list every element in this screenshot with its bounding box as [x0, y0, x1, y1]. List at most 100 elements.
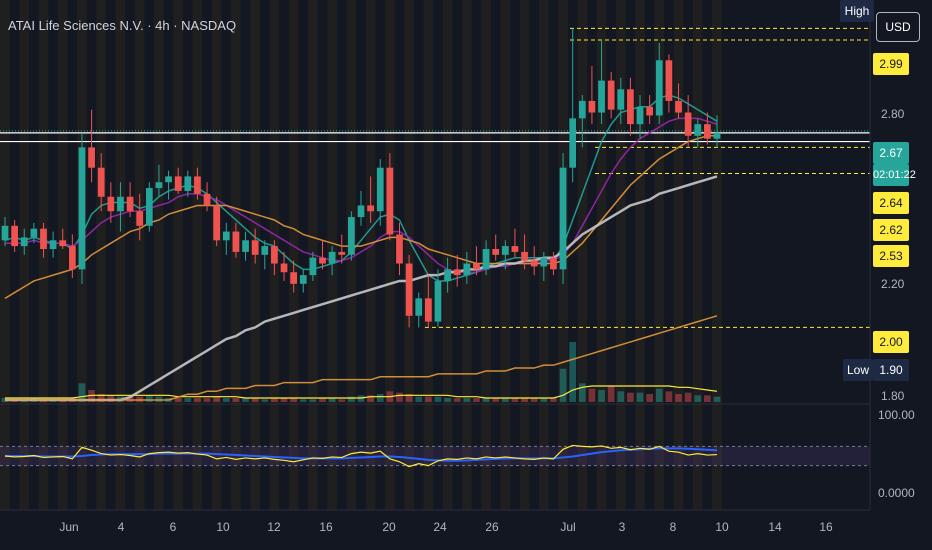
- candle-body: [261, 246, 269, 255]
- volume-bar: [578, 383, 586, 402]
- chart-title: ATAI Life Sciences N.V. · 4h · NASDAQ: [8, 18, 237, 33]
- volume-bar: [569, 342, 577, 402]
- candle-body: [30, 228, 38, 238]
- session-stripe: [712, 0, 722, 510]
- volume-bar: [78, 383, 86, 402]
- rsi-ma-line: [5, 447, 718, 462]
- session-stripe: [635, 0, 645, 510]
- candle-body: [396, 234, 403, 264]
- time-tick: 26: [485, 520, 499, 534]
- volume-bar: [309, 399, 317, 402]
- candle-body: [107, 196, 115, 212]
- price-tick: 2.80: [881, 107, 905, 121]
- volume-bar: [501, 398, 509, 402]
- candle-body: [607, 80, 615, 110]
- time-tick: 16: [819, 520, 833, 534]
- candle-body: [299, 275, 307, 284]
- volume-bar: [636, 392, 644, 402]
- candle-body: [675, 100, 682, 113]
- volume-bar: [194, 398, 201, 402]
- indicator-top-tick: 100.00: [878, 408, 915, 422]
- session-stripe: [134, 0, 145, 510]
- indicator-bottom-tick: 0.0000: [878, 486, 915, 500]
- time-tick: Jun: [59, 520, 79, 534]
- candle-body: [694, 124, 702, 136]
- volume-bar: [396, 392, 403, 402]
- candle-body: [424, 298, 432, 322]
- session-stripe: [19, 0, 30, 510]
- volume-bar: [704, 395, 711, 402]
- high-marker: High: [840, 0, 874, 22]
- candle-body: [49, 240, 57, 250]
- candle-body: [463, 263, 471, 276]
- candle-body: [617, 89, 625, 110]
- session-stripe: [0, 0, 10, 510]
- candle-body: [511, 246, 519, 252]
- candle-body: [636, 106, 644, 125]
- volume-bar: [280, 398, 288, 402]
- session-stripe: [288, 0, 299, 510]
- price-tag-2-62: 2.62: [873, 219, 909, 241]
- volume-bar: [357, 395, 365, 402]
- candle-body: [165, 176, 172, 183]
- volume-bar: [530, 398, 538, 402]
- candle-body: [492, 249, 500, 255]
- candle-body: [11, 225, 18, 247]
- volume-bar: [405, 394, 413, 402]
- candle-body: [126, 196, 134, 212]
- volume-bar: [675, 394, 682, 402]
- candle-body: [665, 60, 673, 101]
- candle-body: [348, 217, 355, 255]
- candle-body: [213, 205, 221, 241]
- volume-bar: [88, 390, 95, 402]
- candle-body: [444, 269, 451, 281]
- candle-body: [328, 251, 336, 264]
- volume-bar: [684, 392, 692, 402]
- volume-bar: [1, 398, 9, 402]
- volume-bar: [627, 392, 634, 402]
- candle-body: [280, 263, 288, 273]
- candle-body: [338, 251, 346, 255]
- candle-body: [1, 225, 9, 241]
- price-tag-2-99: 2.99: [873, 53, 909, 75]
- volume-bar: [434, 396, 442, 402]
- currency-selector[interactable]: USD: [876, 12, 920, 42]
- candle-body: [68, 246, 76, 270]
- candle-body: [40, 228, 47, 250]
- candle-body: [319, 257, 326, 264]
- volume-bar: [665, 391, 673, 402]
- session-stripe: [192, 0, 203, 510]
- volume-bar: [646, 394, 654, 402]
- volume-bar: [588, 388, 596, 402]
- session-stripe: [654, 0, 665, 510]
- volume-bar: [232, 398, 240, 402]
- time-tick: 20: [382, 520, 396, 534]
- time-tick: 16: [319, 520, 333, 534]
- price-tag-2-64: 2.64: [873, 192, 909, 214]
- candle-body: [251, 240, 259, 255]
- session-stripe: [577, 0, 588, 510]
- volume-bar: [213, 396, 221, 402]
- candle-body: [434, 280, 442, 322]
- volume-bar: [617, 391, 625, 402]
- volume-bar: [415, 396, 423, 402]
- volume-bar: [107, 395, 115, 402]
- candle-body: [704, 124, 711, 139]
- volume-bar: [174, 398, 182, 402]
- volume-bar: [328, 398, 336, 402]
- bar-countdown: 02:01:22: [873, 164, 916, 186]
- rsi-line: [4, 444, 718, 468]
- volume-bar: [184, 398, 192, 402]
- time-tick: 6: [169, 520, 177, 534]
- candle-body: [569, 118, 577, 168]
- time-tick: 3: [618, 520, 626, 534]
- candle-body: [501, 246, 509, 255]
- candle-body: [521, 251, 528, 261]
- candle-body: [559, 167, 567, 270]
- volume-bar: [713, 396, 721, 402]
- volume-bar: [521, 398, 528, 402]
- session-stripe: [173, 0, 183, 510]
- volume-bar: [348, 396, 355, 402]
- candle-body: [405, 263, 413, 316]
